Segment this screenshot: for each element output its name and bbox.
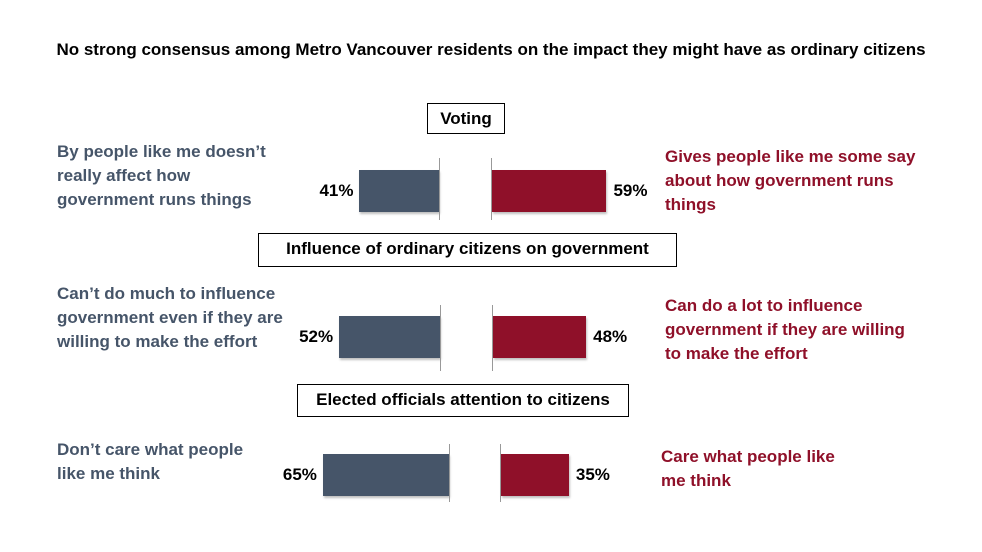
bar-left: [339, 316, 440, 358]
data-label-right: 48%: [593, 327, 628, 346]
right-label: Gives people like me some say about how g…: [665, 145, 915, 217]
left-label-line: By people like me doesn’t: [57, 142, 266, 161]
axis-line-left: [440, 305, 441, 371]
bar-left: [359, 170, 439, 212]
left-label: By people like me doesn’t really affect h…: [57, 140, 266, 212]
data-label-right: 35%: [575, 465, 610, 484]
axis-line-left: [439, 158, 440, 220]
group-heading: Elected officials attention to citizens: [297, 384, 629, 417]
axis-line-left: [449, 444, 450, 502]
data-label-left: 65%: [282, 465, 317, 484]
left-label-line: Don’t care what people: [57, 440, 244, 459]
right-label-line: Care what people like: [661, 447, 835, 466]
right-label-line: to make the effort: [665, 344, 808, 363]
left-label-line: government runs things: [57, 190, 252, 209]
right-label-line: Gives people like me some say: [665, 147, 916, 166]
left-label-line: government even if they are: [57, 308, 283, 327]
left-label: Don’t care what people like me think: [57, 438, 243, 486]
data-label-left: 41%: [319, 181, 354, 200]
group-heading: Voting: [427, 103, 505, 134]
right-label: Can do a lot to influence government if t…: [665, 294, 905, 366]
right-label: Care what people like me think: [661, 445, 835, 493]
right-label-line: Can do a lot to influence: [665, 296, 863, 315]
left-label-line: willing to make the effort: [57, 332, 258, 351]
axis-line-right: [491, 158, 492, 220]
left-label-line: Can’t do much to influence: [57, 284, 276, 303]
chart-title: No strong consensus among Metro Vancouve…: [56, 40, 926, 59]
group-heading: Influence of ordinary citizens on govern…: [258, 233, 677, 267]
axis-line-right: [500, 444, 501, 502]
left-label-line: really affect how: [57, 166, 191, 185]
right-label-line: things: [665, 195, 716, 214]
bar-right: [492, 170, 607, 212]
data-label-right: 59%: [613, 181, 648, 200]
axis-line-right: [492, 305, 493, 371]
left-label-line: like me think: [57, 464, 160, 483]
bar-right: [501, 454, 569, 496]
right-label-line: government if they are willing: [665, 320, 905, 339]
right-label-line: me think: [661, 471, 731, 490]
left-label: Can’t do much to influence government eve…: [57, 282, 283, 354]
bar-left: [322, 454, 449, 496]
data-label-left: 52%: [299, 327, 334, 346]
bar-right: [493, 316, 587, 358]
right-label-line: about how government runs: [665, 171, 894, 190]
